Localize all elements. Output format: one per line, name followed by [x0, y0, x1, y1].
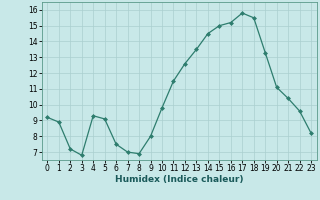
X-axis label: Humidex (Indice chaleur): Humidex (Indice chaleur): [115, 175, 244, 184]
